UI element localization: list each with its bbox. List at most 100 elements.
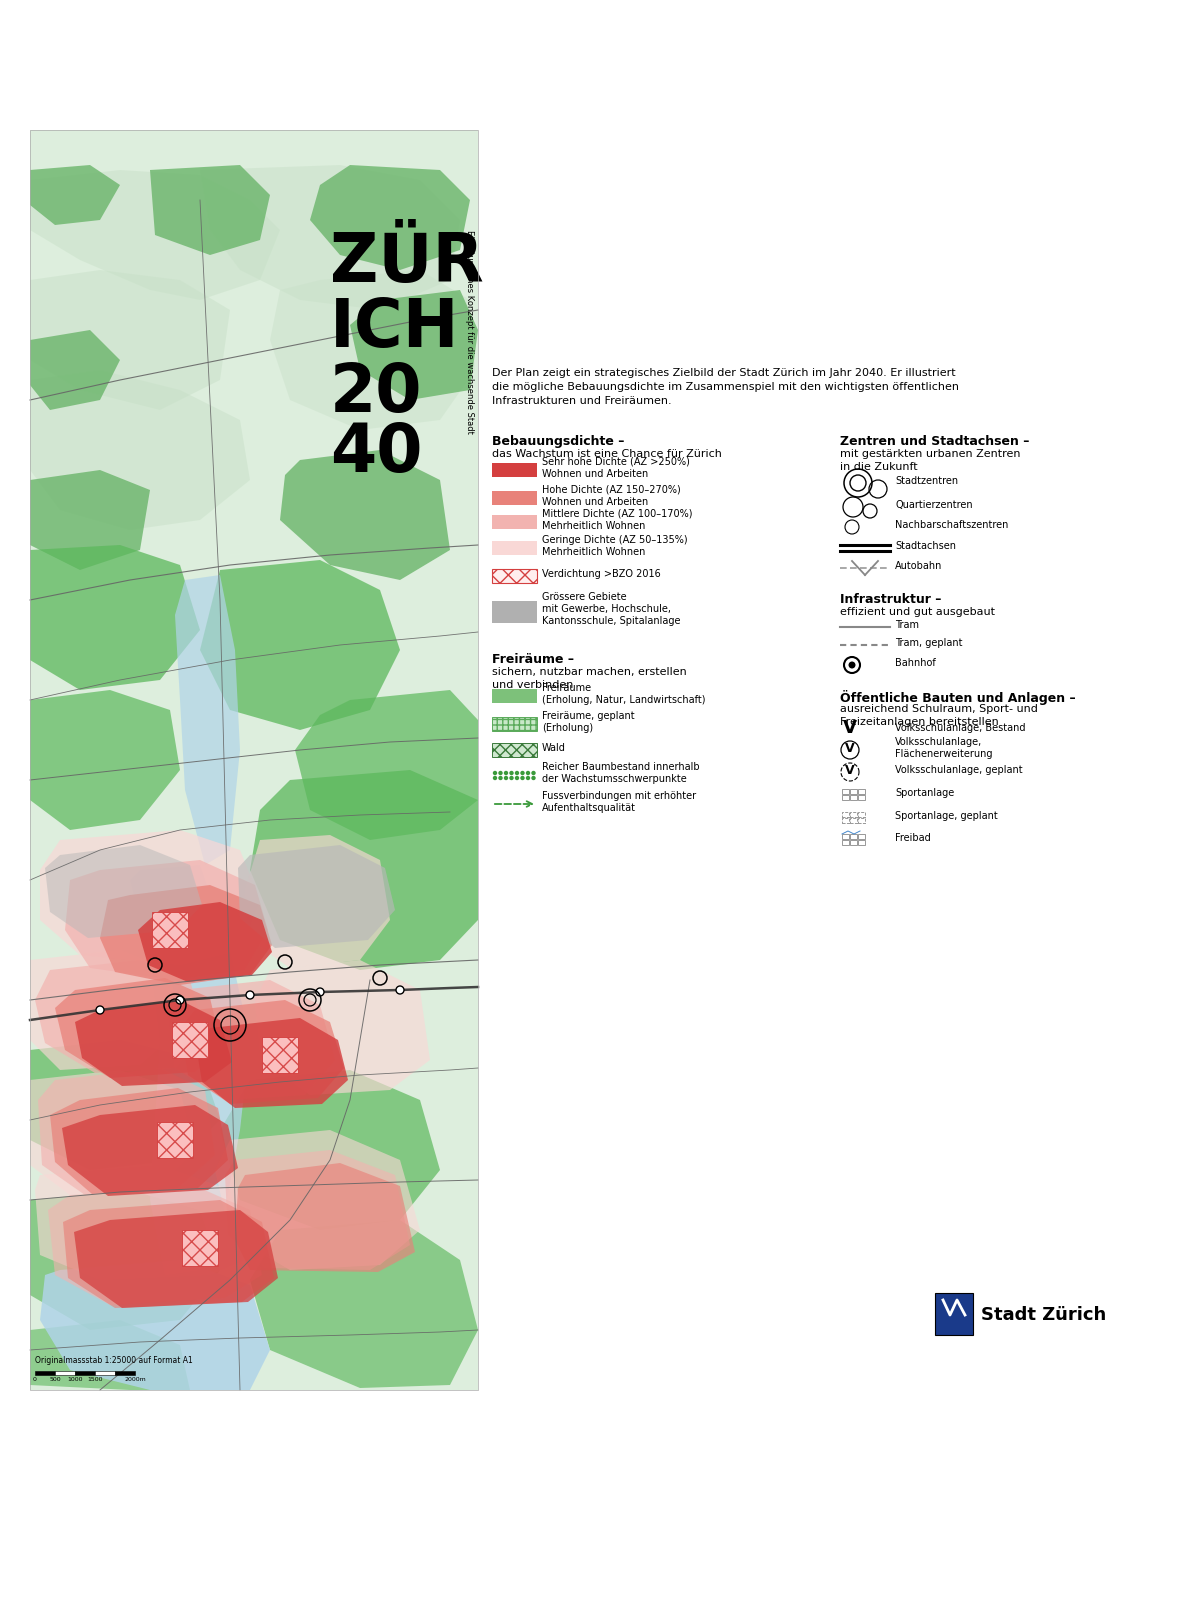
Bar xyxy=(858,795,865,800)
Text: Freiräume –: Freiräume – xyxy=(492,653,574,666)
Text: 20: 20 xyxy=(330,360,422,426)
Polygon shape xyxy=(65,861,268,979)
Text: Sehr hohe Dichte (AZ >250%)
Wohnen und Arbeiten: Sehr hohe Dichte (AZ >250%) Wohnen und A… xyxy=(542,458,690,480)
Bar xyxy=(858,789,865,794)
Polygon shape xyxy=(30,370,250,530)
Bar xyxy=(30,130,478,1390)
Polygon shape xyxy=(46,845,202,938)
Text: Sportanlage, geplant: Sportanlage, geplant xyxy=(895,811,997,821)
Bar xyxy=(492,515,538,530)
Circle shape xyxy=(848,661,856,669)
Bar xyxy=(492,491,538,506)
Circle shape xyxy=(521,771,524,776)
Text: Ein räumliches Konzept für die wachsende Stadt: Ein räumliches Konzept für die wachsende… xyxy=(466,230,474,434)
Polygon shape xyxy=(30,690,180,830)
Polygon shape xyxy=(30,546,200,690)
Polygon shape xyxy=(150,165,270,254)
Text: Verdichtung >BZO 2016: Verdichtung >BZO 2016 xyxy=(542,570,661,579)
Polygon shape xyxy=(55,978,222,1078)
Bar xyxy=(492,541,538,555)
Bar xyxy=(172,1022,208,1058)
Bar xyxy=(842,840,850,845)
Polygon shape xyxy=(74,1000,232,1086)
Bar xyxy=(152,912,188,947)
Circle shape xyxy=(504,771,509,776)
Circle shape xyxy=(246,990,254,998)
Polygon shape xyxy=(30,1190,220,1330)
Circle shape xyxy=(498,771,503,776)
Text: 2000m: 2000m xyxy=(124,1378,146,1382)
Polygon shape xyxy=(138,902,272,982)
Polygon shape xyxy=(30,270,230,410)
Text: 1000: 1000 xyxy=(67,1378,83,1382)
Polygon shape xyxy=(35,1165,245,1280)
Bar xyxy=(858,818,865,822)
Bar xyxy=(115,1371,134,1374)
Text: Nachbarschaftszentren: Nachbarschaftszentren xyxy=(895,520,1008,530)
Text: Tram: Tram xyxy=(895,619,919,630)
Polygon shape xyxy=(250,770,478,970)
Polygon shape xyxy=(200,165,460,310)
Text: Tram, geplant: Tram, geplant xyxy=(895,638,962,648)
Bar xyxy=(30,130,478,1390)
Text: Der Plan zeigt ein strategisches Zielbild der Stadt Zürich im Jahr 2040. Er illu: Der Plan zeigt ein strategisches Zielbil… xyxy=(492,368,959,406)
Bar xyxy=(157,1122,193,1158)
Circle shape xyxy=(515,771,520,776)
Text: ICH: ICH xyxy=(330,294,460,362)
Polygon shape xyxy=(215,1130,420,1270)
Polygon shape xyxy=(270,270,475,430)
Text: 0: 0 xyxy=(34,1378,37,1382)
Polygon shape xyxy=(256,960,430,1094)
Polygon shape xyxy=(130,866,250,1275)
Polygon shape xyxy=(310,165,470,270)
Polygon shape xyxy=(220,1070,440,1230)
Polygon shape xyxy=(48,1187,262,1306)
Text: Hohe Dichte (AZ 150–270%)
Wohnen und Arbeiten: Hohe Dichte (AZ 150–270%) Wohnen und Arb… xyxy=(542,485,680,507)
Polygon shape xyxy=(280,450,450,579)
Polygon shape xyxy=(238,845,395,947)
Bar xyxy=(935,1293,973,1334)
Text: das Wachstum ist eine Chance für Zürich: das Wachstum ist eine Chance für Zürich xyxy=(492,450,722,459)
Polygon shape xyxy=(50,1088,228,1194)
Text: Fussverbindungen mit erhöhter
Aufenthaltsqualität: Fussverbindungen mit erhöhter Aufenthalt… xyxy=(542,790,696,813)
Text: Sportanlage: Sportanlage xyxy=(895,787,954,798)
Polygon shape xyxy=(168,979,335,1101)
Text: Quartierzentren: Quartierzentren xyxy=(895,499,973,510)
Bar xyxy=(850,795,857,800)
Polygon shape xyxy=(64,1200,274,1309)
Circle shape xyxy=(396,986,404,994)
Polygon shape xyxy=(180,1000,344,1104)
Bar xyxy=(858,834,865,838)
Text: Infrastruktur –: Infrastruktur – xyxy=(840,594,941,606)
Polygon shape xyxy=(40,1261,270,1390)
Polygon shape xyxy=(30,330,120,410)
Text: Geringe Dichte (AZ 50–135%)
Mehrheitlich Wohnen: Geringe Dichte (AZ 50–135%) Mehrheitlich… xyxy=(542,534,688,557)
Bar xyxy=(492,602,538,622)
Polygon shape xyxy=(200,560,400,730)
Bar xyxy=(850,840,857,845)
Polygon shape xyxy=(30,1320,190,1390)
Text: sichern, nutzbar machen, erstellen
und verbinden: sichern, nutzbar machen, erstellen und v… xyxy=(492,667,686,690)
Bar xyxy=(842,834,850,838)
Text: mit gestärkten urbanen Zentren
in die Zukunft: mit gestärkten urbanen Zentren in die Zu… xyxy=(840,450,1020,472)
Text: effizient und gut ausgebaut: effizient und gut ausgebaut xyxy=(840,606,995,618)
Bar xyxy=(74,1371,95,1374)
Text: 40: 40 xyxy=(330,419,422,486)
Text: Stadtachsen: Stadtachsen xyxy=(895,541,956,550)
Bar xyxy=(492,742,538,757)
Polygon shape xyxy=(350,290,478,400)
Bar xyxy=(858,840,865,845)
Polygon shape xyxy=(30,1070,194,1195)
Text: Stadt Zürich: Stadt Zürich xyxy=(982,1306,1106,1325)
Polygon shape xyxy=(38,1069,215,1195)
Text: Volksschulanlage, Bestand: Volksschulanlage, Bestand xyxy=(895,723,1026,733)
Bar xyxy=(492,570,538,582)
Text: Freiräume, geplant
(Erholung): Freiräume, geplant (Erholung) xyxy=(542,710,635,733)
Polygon shape xyxy=(226,1150,410,1270)
Text: ZÜR: ZÜR xyxy=(330,230,484,296)
Text: V: V xyxy=(845,741,854,755)
Text: V: V xyxy=(845,763,854,776)
Text: 500: 500 xyxy=(49,1378,61,1382)
Text: 1500: 1500 xyxy=(88,1378,103,1382)
Circle shape xyxy=(515,776,520,781)
